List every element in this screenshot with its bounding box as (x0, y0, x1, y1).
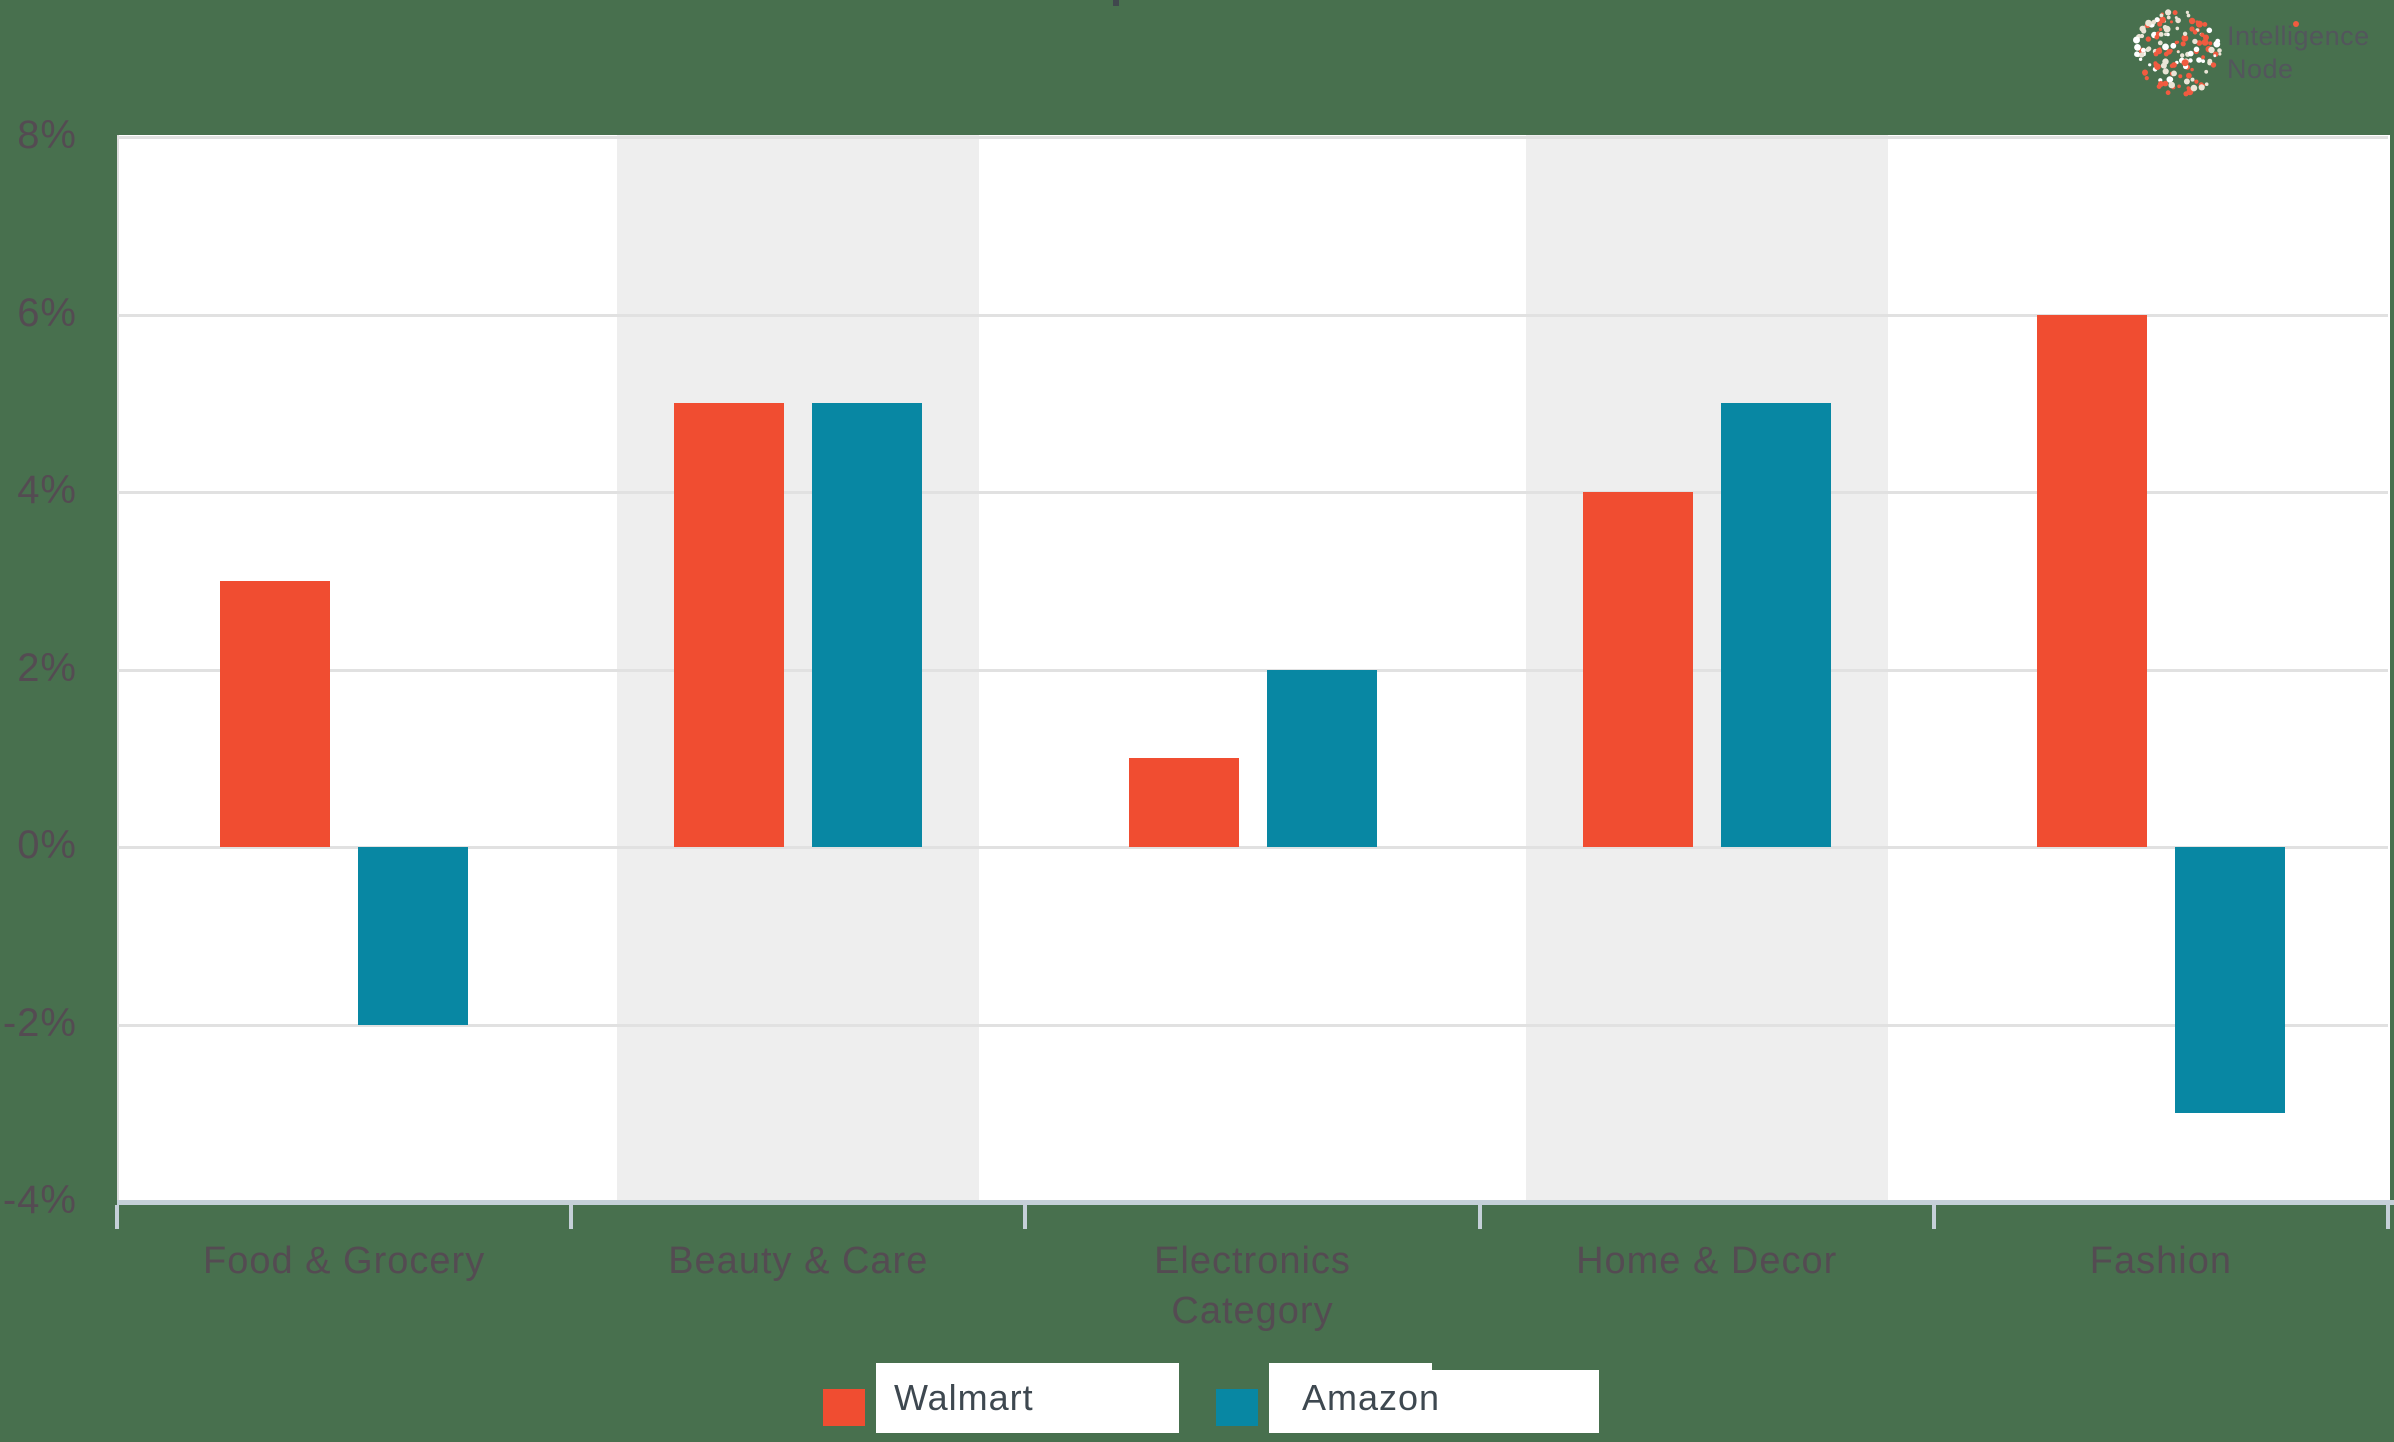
y-tick-label--2%: -2% (2, 1000, 77, 1045)
y-tick-label-4%: 4% (17, 468, 77, 512)
logo-dot-sphere-icon (2133, 9, 2222, 97)
gridline--2 (117, 1023, 2388, 1027)
gridline-6 (117, 313, 2388, 317)
bar-walmart-0[interactable] (220, 580, 331, 847)
category-label-4: Fashion (2089, 1240, 2232, 1282)
category-label-1: Beauty & Care (668, 1240, 929, 1282)
legend-label-walmart: Walmart (894, 1377, 1034, 1418)
x-tick-1 (569, 1205, 574, 1229)
logo-i-dot (2293, 21, 2299, 27)
x-tick-3 (1477, 1205, 1482, 1229)
x-axis-line (117, 1200, 2394, 1205)
gridline-8 (117, 136, 2388, 139)
y-tick-label-0%: 0% (17, 823, 77, 867)
category-label-0: Food & Grocery (202, 1240, 486, 1282)
y-tick-label-2%: 2% (17, 645, 77, 690)
clipped-title-fragment (1113, 0, 1119, 6)
y-tick-label-6%: 6% (17, 290, 77, 335)
x-tick-0 (115, 1205, 119, 1229)
logo-line2: Node (2227, 54, 2294, 84)
x-tick-4 (1931, 1205, 1936, 1229)
bar-amazon-2[interactable] (1266, 669, 1377, 847)
bar-amazon-4[interactable] (2174, 847, 2285, 1114)
legend-swatch-walmart[interactable] (823, 1389, 865, 1426)
bar-walmart-4[interactable] (2036, 314, 2147, 847)
bar-walmart-3[interactable] (1582, 492, 1693, 847)
legend-label-amazon: Amazon (1302, 1377, 1441, 1418)
category-label-3: Home & Decor (1576, 1240, 1838, 1282)
legend-box-extension (1432, 1370, 1599, 1433)
gridline-2 (117, 668, 2388, 672)
bar-walmart-2[interactable] (1128, 758, 1239, 847)
y-tick-label--4%: -4% (2, 1178, 77, 1222)
legend-swatch-amazon[interactable] (1216, 1389, 1258, 1426)
x-tick-5 (2386, 1205, 2390, 1229)
legend-item-walmart[interactable]: Walmart (876, 1363, 1179, 1433)
bar-amazon-1[interactable] (812, 403, 923, 847)
intelligence-node-logo: Intelligence Node (2130, 4, 2390, 104)
legend-item-amazon[interactable]: Amazon (1269, 1363, 1441, 1433)
bar-amazon-3[interactable] (1720, 403, 1831, 847)
logo-text: Intelligence Node (2227, 20, 2370, 86)
gridline-4 (117, 491, 2388, 494)
bar-amazon-0[interactable] (358, 847, 469, 1025)
category-label-2: Electronics (1154, 1240, 1351, 1282)
x-tick-2 (1023, 1205, 1028, 1229)
y-tick-label-8%: 8% (17, 113, 77, 157)
bar-walmart-1[interactable] (674, 403, 785, 847)
gridline-0 (117, 846, 2388, 849)
x-axis-title: Category (1171, 1290, 1334, 1332)
